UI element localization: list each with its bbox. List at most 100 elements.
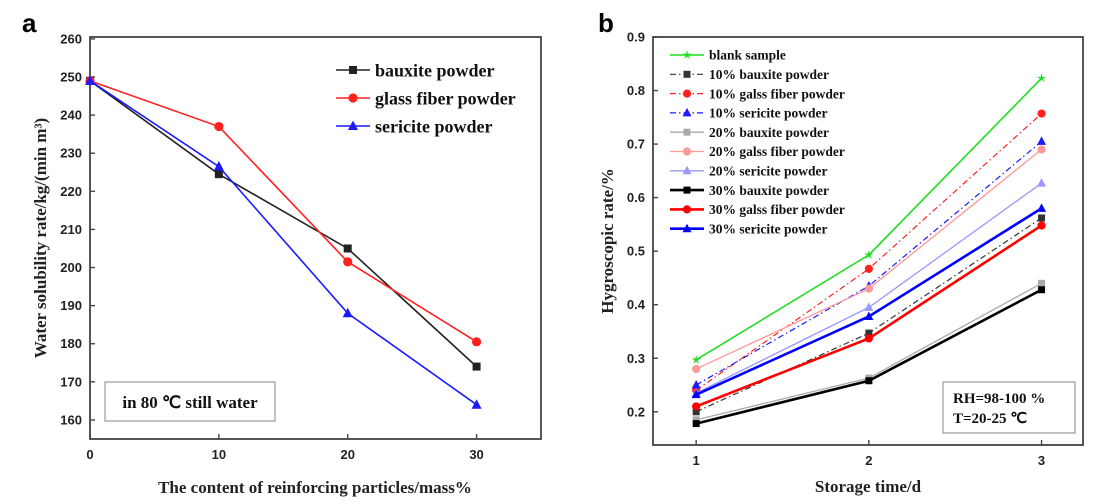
- legend-label: sericite powder: [375, 116, 492, 136]
- legend-marker: [682, 205, 692, 214]
- data-point: [472, 362, 481, 371]
- annotation-b-t: T=20-25 ℃: [953, 411, 1027, 427]
- data-point: [1038, 214, 1046, 222]
- data-point: [214, 170, 223, 179]
- data-point: [864, 302, 874, 311]
- y-tick-label: 170: [60, 374, 82, 389]
- y-tick-label: 160: [60, 412, 82, 427]
- x-tick-label: 20: [340, 447, 354, 462]
- legend-marker: [682, 107, 692, 117]
- y-tick-label: 0.3: [627, 351, 645, 366]
- y-tick-label: 260: [60, 31, 82, 46]
- x-tick-label: 2: [865, 453, 872, 468]
- series-30-bauxite-powder: [692, 286, 1046, 428]
- data-point: [1038, 286, 1046, 294]
- series-line: [89, 80, 478, 368]
- data-point: [1037, 178, 1047, 187]
- y-tick-label: 180: [60, 336, 82, 351]
- legend-label: 10% bauxite powder: [709, 67, 829, 82]
- data-point: [692, 408, 700, 416]
- legend-marker: [682, 165, 692, 175]
- legend-marker: [683, 128, 691, 136]
- data-point: [692, 416, 700, 424]
- y-tick-label: 190: [60, 298, 82, 313]
- legend-marker: [682, 223, 692, 233]
- plot-frame: [89, 36, 542, 440]
- y-tick-label: 0.9: [627, 30, 645, 45]
- annotation-box-a: [104, 381, 276, 422]
- series-10-bauxite-powder: [692, 214, 1046, 416]
- y-tick-label: 240: [60, 108, 82, 123]
- legend-marker: [348, 120, 358, 130]
- panel-label-a: a: [22, 8, 37, 38]
- legend-label: 30% sericite powder: [709, 221, 827, 236]
- legend-label: bauxite powder: [375, 60, 495, 80]
- y-tick-label: 0.8: [627, 83, 645, 98]
- series-line: [695, 113, 1042, 391]
- chart-b: 1 2 3 0.2 0.3 0.4 0.5 0.6 0.7 0.8 0.9 blank sample 1…: [627, 30, 1084, 468]
- y-tick-label: 0.6: [627, 190, 645, 205]
- legend-marker: [683, 70, 691, 78]
- legend-label: 30% bauxite powder: [709, 183, 829, 198]
- legend-marker: [683, 186, 691, 194]
- x-axis-label-a: The content of reinforcing particles/mas…: [158, 478, 472, 497]
- y-tick-label: 220: [60, 184, 82, 199]
- data-point: [85, 75, 95, 85]
- annotation-b-rh: RH=98-100 %: [953, 391, 1045, 407]
- data-point: [864, 249, 874, 259]
- y-tick-label: 210: [60, 222, 82, 237]
- data-point: [864, 334, 873, 343]
- legend-label: 20% galss fiber powder: [709, 144, 845, 159]
- data-point: [691, 389, 701, 399]
- data-point: [865, 377, 873, 385]
- data-point: [864, 311, 874, 320]
- data-point: [864, 284, 873, 293]
- data-point: [471, 337, 482, 347]
- legend-label: 20% bauxite powder: [709, 125, 829, 140]
- x-axis-label-b: Storage time/d: [815, 477, 922, 496]
- series-line: [89, 80, 477, 343]
- legend-label: 20% sericite powder: [709, 164, 827, 179]
- plot-frame: [652, 36, 1084, 446]
- series-line: [89, 80, 478, 406]
- series-sericite-powder: [85, 75, 482, 409]
- x-tick-label: 10: [212, 447, 226, 462]
- data-point: [692, 402, 701, 411]
- legend-marker: [682, 89, 692, 98]
- data-point: [343, 244, 352, 253]
- x-tick-label: 30: [469, 447, 483, 462]
- legend-label: 10% galss fiber powder: [709, 86, 845, 101]
- y-tick-label: 200: [60, 260, 82, 275]
- x-tick-label: 3: [1038, 453, 1045, 468]
- legend-marker: [682, 147, 692, 156]
- data-point: [214, 121, 224, 132]
- data-point: [691, 380, 701, 389]
- series-blank-sample: [691, 73, 1047, 364]
- y-tick-label: 0.4: [627, 297, 646, 312]
- data-point: [213, 161, 224, 171]
- data-point: [691, 354, 701, 364]
- chart-a: 0 10 20 30 160 170 180 190 200 210 220 230 240 250 260…: [60, 31, 542, 462]
- data-point: [692, 420, 700, 428]
- legend-marker: [682, 50, 692, 59]
- data-point: [343, 257, 353, 267]
- data-point: [864, 264, 873, 273]
- y-tick-label: 230: [60, 146, 82, 161]
- legend-label: 30% galss fiber powder: [709, 202, 845, 217]
- data-point: [1037, 136, 1047, 145]
- x-tick-label: 1: [693, 453, 700, 468]
- data-point: [471, 399, 482, 409]
- legend-marker: [349, 66, 357, 74]
- y-tick-label: 0.7: [627, 137, 645, 152]
- data-point: [1036, 73, 1047, 83]
- panel-label-b: b: [598, 8, 614, 38]
- data-point: [1037, 203, 1047, 212]
- data-point: [1037, 221, 1046, 230]
- legend-label: blank sample: [709, 48, 786, 63]
- x-tick-label: 0: [86, 447, 93, 462]
- y-tick-label: 0.2: [627, 404, 645, 419]
- data-point: [692, 364, 701, 374]
- data-point: [1037, 109, 1046, 118]
- legend-marker: [348, 93, 358, 103]
